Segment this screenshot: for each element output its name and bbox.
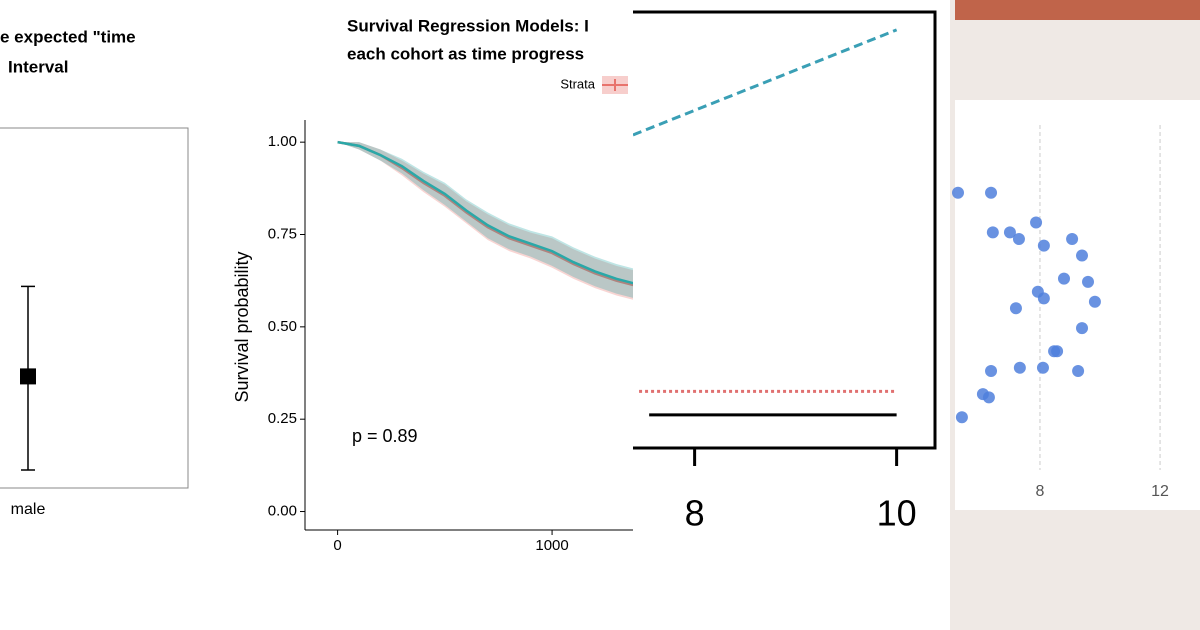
title-line: each cohort as time progress	[347, 44, 584, 63]
point	[985, 186, 998, 199]
point	[20, 368, 36, 385]
y-tick-label: 0.25	[268, 410, 297, 427]
survival-panel: Survival Regression Models: I each cohort…	[232, 16, 633, 554]
x-tick-label: 8	[685, 493, 705, 534]
point	[1037, 239, 1050, 252]
point	[1012, 233, 1025, 245]
scatter-panel: 8 12	[950, 0, 1200, 630]
point	[952, 186, 965, 199]
x-tick-label: male	[11, 501, 46, 518]
series-line	[337, 140, 633, 285]
point	[1057, 272, 1070, 285]
point	[955, 411, 968, 424]
plot-card	[955, 100, 1200, 510]
y-tick-label: 0.00	[268, 503, 297, 520]
point	[1076, 249, 1089, 262]
x-tick-label: 12	[1151, 483, 1169, 500]
plot-frame	[633, 10, 937, 450]
point	[986, 226, 999, 239]
point	[1013, 361, 1026, 374]
series-line	[633, 28, 898, 137]
error-panel: e expected "time Interval male	[0, 27, 189, 518]
plot-frame	[0, 127, 189, 489]
point	[1037, 292, 1050, 305]
point	[1048, 345, 1061, 358]
line-panel: 8 10	[633, 10, 937, 534]
x-tick-label: 10	[877, 493, 917, 534]
y-axis-label: Survival probability	[232, 251, 252, 402]
point	[1030, 216, 1043, 229]
confidence-band	[337, 142, 633, 298]
title-line: Interval	[8, 57, 68, 76]
point	[1088, 295, 1101, 308]
annotation: p = 0.89	[352, 426, 418, 446]
point	[1009, 302, 1022, 315]
y-tick-label: 0.75	[268, 225, 297, 242]
title-line: e expected "time	[0, 27, 136, 46]
point	[1076, 322, 1089, 335]
point	[1066, 233, 1079, 245]
point	[1003, 226, 1016, 239]
point	[982, 391, 995, 404]
x-tick-label: 0	[333, 537, 341, 554]
title-line: Survival Regression Models: I	[347, 16, 589, 35]
y-tick-label: 1.00	[268, 133, 297, 150]
legend-title: Strata	[560, 76, 595, 91]
point	[985, 365, 998, 377]
confidence-band	[337, 142, 633, 300]
point	[1072, 365, 1085, 377]
point	[1082, 275, 1095, 288]
point	[1036, 361, 1049, 374]
x-tick-label: 8	[1036, 483, 1045, 500]
x-tick-label: 1000	[535, 537, 568, 554]
y-tick-label: 0.50	[268, 318, 297, 335]
top-band	[955, 0, 1200, 20]
